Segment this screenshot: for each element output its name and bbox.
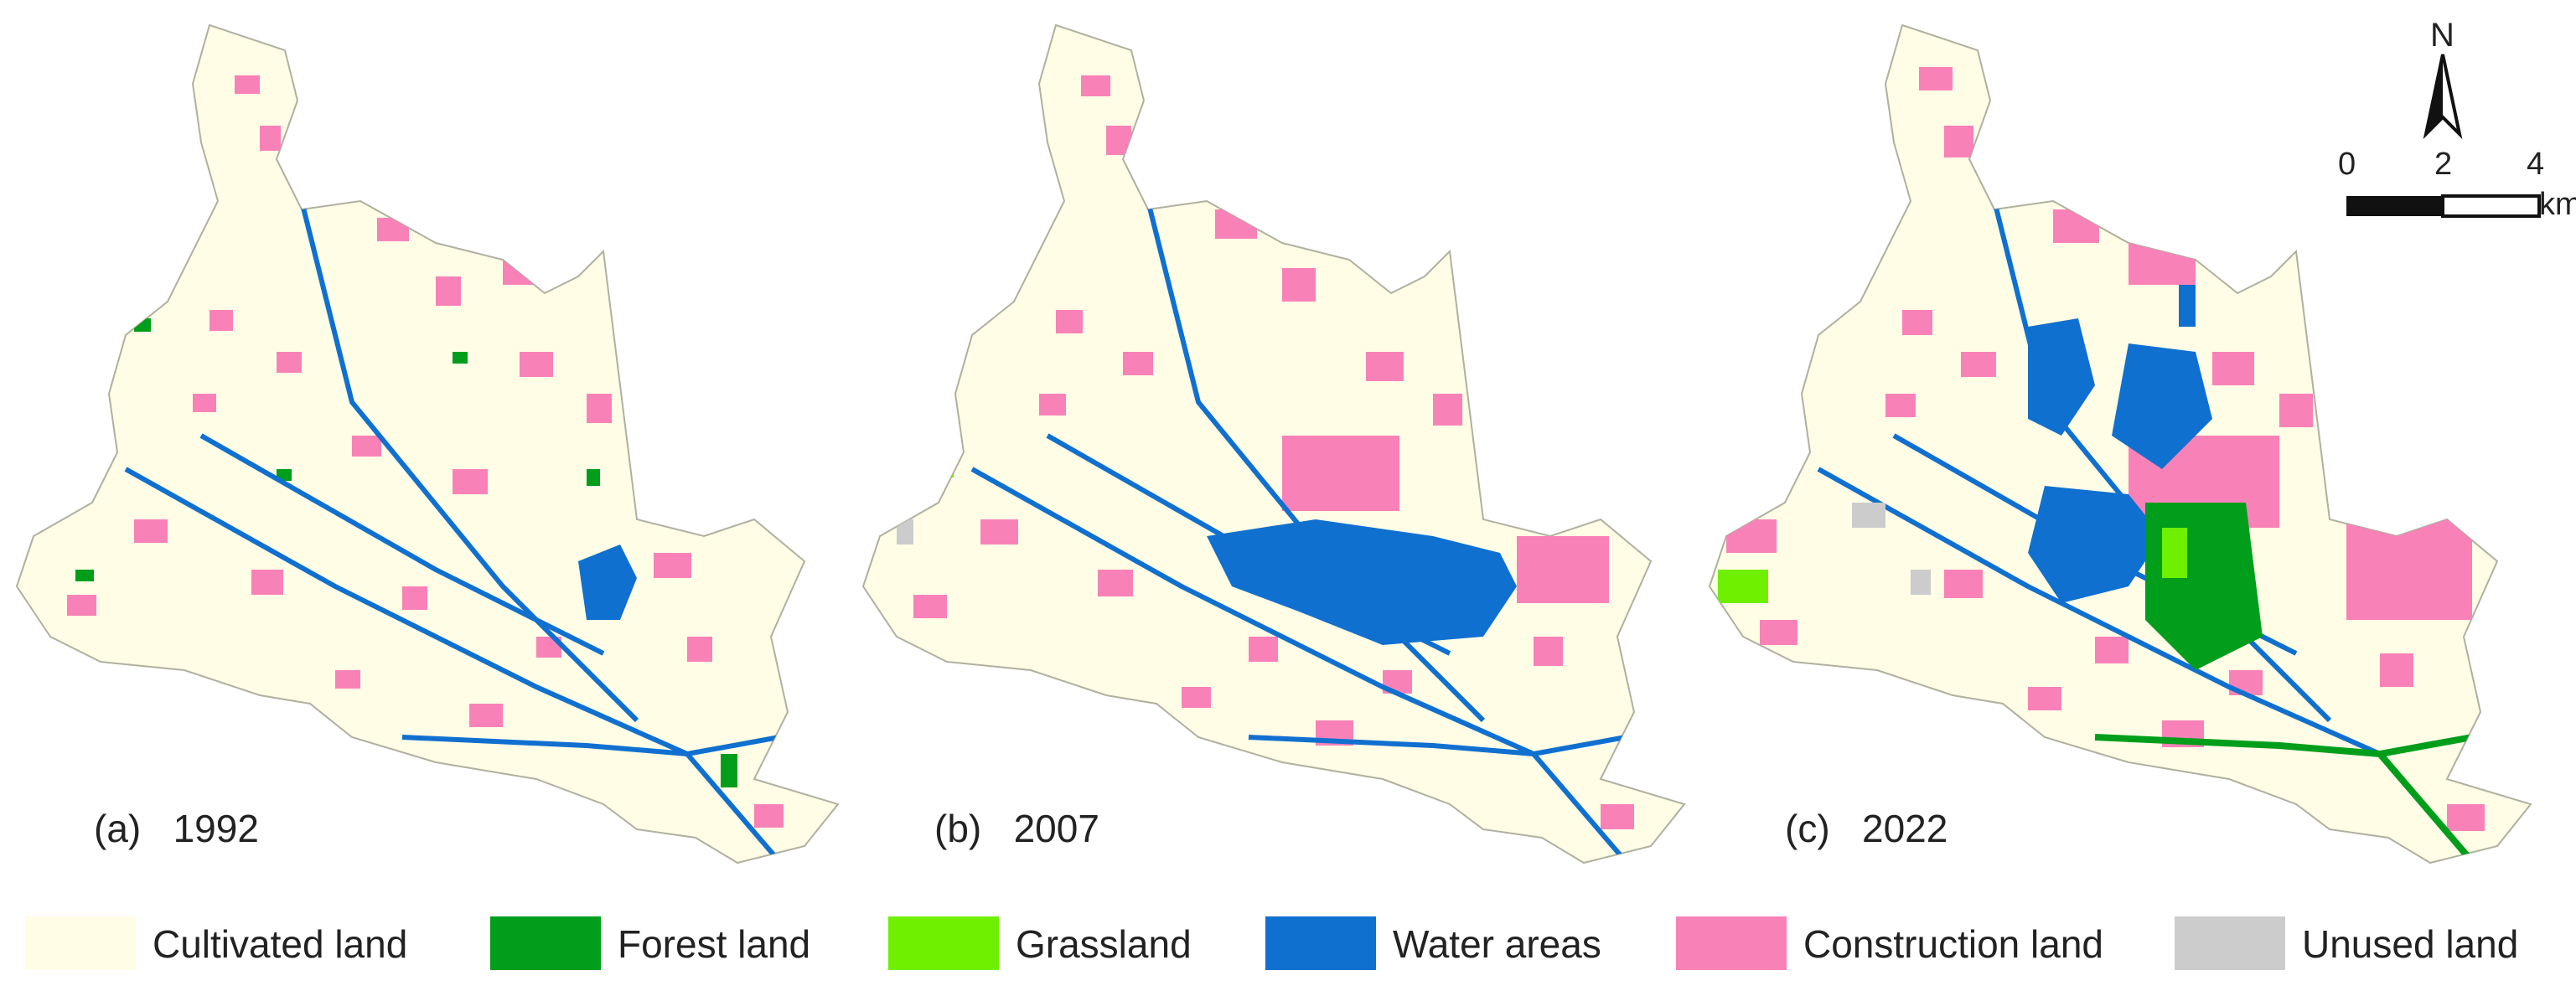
- forest-corridors: [2094, 734, 2484, 863]
- north-arrow: [2423, 54, 2463, 140]
- legend-swatch-unused: [2175, 916, 2285, 970]
- grassland-patch: [1718, 570, 1768, 603]
- legend-label-grassland: Grassland: [1016, 922, 1192, 966]
- legend: Cultivated land Forest land Grassland Wa…: [0, 905, 2576, 980]
- legend-label-unused: Unused land: [2302, 922, 2519, 966]
- water-features: [124, 200, 790, 863]
- grassland-patch: [2162, 528, 2187, 578]
- north-label: N: [2430, 17, 2454, 54]
- unused-patch: [1911, 570, 1931, 595]
- scale-tick-0: 0: [2338, 147, 2356, 182]
- legend-label-construction: Construction land: [1803, 922, 2103, 966]
- legend-swatch-construction: [1676, 916, 1787, 970]
- legend-swatch-cultivated: [25, 916, 136, 970]
- legend-label-forest: Forest land: [618, 922, 811, 966]
- legend-swatch-water: [1265, 916, 1376, 970]
- scale-bar-white-segment: [2441, 194, 2541, 218]
- legend-swatch-forest: [490, 916, 601, 970]
- legend-label-water: Water areas: [1393, 922, 1601, 966]
- scale-tick-2: 2: [2434, 147, 2453, 182]
- panel-label-a: (a) 1992: [94, 807, 259, 850]
- unused-patch: [897, 519, 913, 545]
- map-panel-2007: [862, 24, 1685, 864]
- panel-label-b: (b) 2007: [934, 807, 1099, 850]
- water-body: [1207, 519, 1517, 645]
- map-panel-2022: [1709, 24, 2532, 864]
- forest-patches: [75, 318, 737, 787]
- unused-patch: [1852, 503, 1885, 528]
- grassland-patch: [939, 452, 954, 477]
- scale-bar: [2346, 194, 2541, 218]
- scale-bar-black-segment: [2346, 196, 2443, 216]
- scale-tick-4: 4: [2527, 147, 2545, 182]
- map-panel-1992: [16, 24, 839, 864]
- legend-swatch-grassland: [888, 916, 999, 970]
- legend-label-cultivated: Cultivated land: [153, 922, 408, 966]
- scale-unit: km: [2539, 187, 2576, 222]
- water-bodies: [2028, 285, 2212, 603]
- water-body: [578, 545, 637, 620]
- panel-label-c: (c) 2022: [1785, 807, 1948, 850]
